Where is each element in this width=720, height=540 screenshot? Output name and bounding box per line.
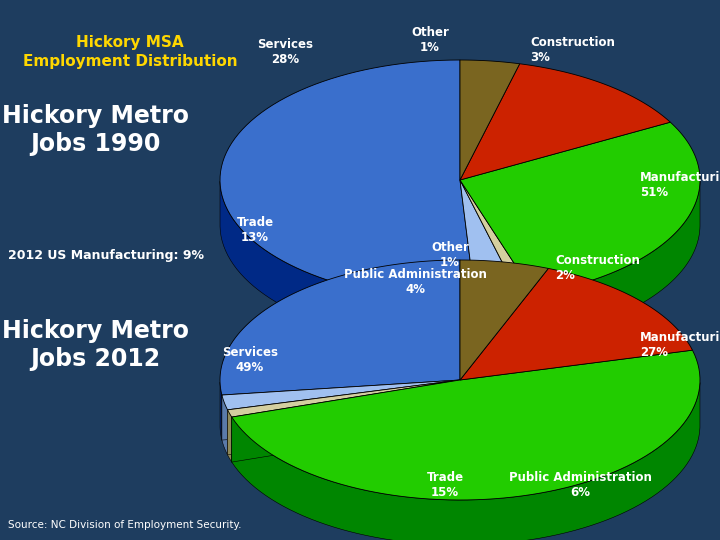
Polygon shape	[232, 350, 700, 500]
Polygon shape	[460, 64, 670, 180]
Text: Construction
3%: Construction 3%	[530, 36, 615, 64]
Text: Public Administration
4%: Public Administration 4%	[343, 268, 487, 296]
Polygon shape	[460, 60, 520, 180]
Polygon shape	[232, 380, 460, 462]
Polygon shape	[220, 181, 475, 345]
Polygon shape	[228, 380, 460, 417]
Text: Manufacturing
27%: Manufacturing 27%	[640, 331, 720, 359]
Polygon shape	[460, 122, 700, 294]
Text: Source: NC Division of Employment Security.: Source: NC Division of Employment Securi…	[8, 520, 241, 530]
Text: Other
1%: Other 1%	[411, 26, 449, 54]
Polygon shape	[460, 180, 520, 341]
Polygon shape	[222, 395, 228, 455]
Text: Hickory Metro
Jobs 1990: Hickory Metro Jobs 1990	[1, 104, 189, 156]
Text: Construction
2%: Construction 2%	[555, 254, 640, 282]
Text: Public Administration
6%: Public Administration 6%	[508, 471, 652, 499]
Polygon shape	[228, 410, 232, 462]
Polygon shape	[222, 380, 460, 440]
Polygon shape	[228, 380, 460, 455]
Polygon shape	[220, 260, 460, 395]
Polygon shape	[534, 181, 700, 339]
Polygon shape	[220, 60, 475, 300]
Polygon shape	[228, 380, 460, 455]
Text: Other
1%: Other 1%	[431, 241, 469, 269]
Polygon shape	[460, 180, 534, 339]
Polygon shape	[460, 260, 549, 380]
Polygon shape	[220, 382, 222, 440]
Polygon shape	[520, 294, 534, 341]
Polygon shape	[222, 380, 460, 440]
Text: Services
28%: Services 28%	[257, 38, 313, 66]
Polygon shape	[222, 380, 460, 410]
Text: Hickory MSA
Employment Distribution: Hickory MSA Employment Distribution	[23, 35, 238, 69]
Polygon shape	[460, 180, 534, 296]
Polygon shape	[460, 268, 693, 380]
Polygon shape	[460, 180, 534, 339]
Polygon shape	[460, 180, 520, 341]
Polygon shape	[460, 180, 520, 300]
Polygon shape	[475, 296, 520, 345]
Polygon shape	[232, 380, 460, 462]
Polygon shape	[460, 180, 475, 345]
Text: Manufacturing
51%: Manufacturing 51%	[640, 171, 720, 199]
Text: Trade
15%: Trade 15%	[426, 471, 464, 499]
Polygon shape	[460, 180, 475, 345]
Text: 2012 US Manufacturing: 9%: 2012 US Manufacturing: 9%	[8, 248, 204, 261]
Text: Trade
13%: Trade 13%	[236, 216, 274, 244]
Text: Hickory Metro
Jobs 2012: Hickory Metro Jobs 2012	[1, 319, 189, 371]
Text: Services
49%: Services 49%	[222, 346, 278, 374]
Polygon shape	[232, 382, 700, 540]
